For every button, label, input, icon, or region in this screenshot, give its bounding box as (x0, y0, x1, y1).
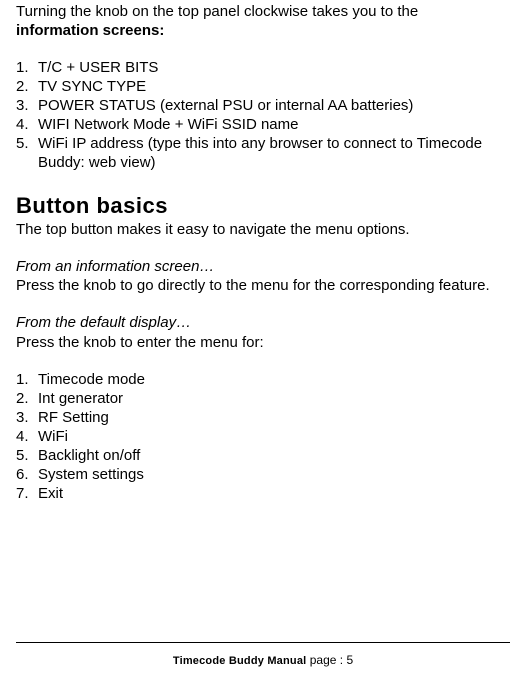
list-text: T/C + USER BITS (38, 58, 510, 77)
from-info-title: From an information screen… (16, 257, 510, 276)
list-text: WiFi IP address (type this into any brow… (38, 134, 510, 172)
list-item: 5. Backlight on/off (16, 446, 510, 465)
list-number: 5. (16, 446, 38, 465)
list-text: WIFI Network Mode + WiFi SSID name (38, 115, 510, 134)
from-default-title: From the default display… (16, 313, 510, 332)
list-number: 4. (16, 427, 38, 446)
from-default-body: Press the knob to enter the menu for: (16, 333, 510, 352)
list-item: 4. WiFi (16, 427, 510, 446)
list-number: 5. (16, 134, 38, 172)
spacer (16, 239, 510, 257)
information-screens-list: 1. T/C + USER BITS 2. TV SYNC TYPE 3. PO… (16, 58, 510, 172)
list-text: TV SYNC TYPE (38, 77, 510, 96)
section-heading: Button basics (16, 192, 510, 220)
intro-line-1: Turning the knob on the top panel clockw… (16, 2, 510, 21)
footer-rule (16, 642, 510, 643)
list-number: 4. (16, 115, 38, 134)
list-item: 4. WIFI Network Mode + WiFi SSID name (16, 115, 510, 134)
spacer (16, 295, 510, 313)
list-item: 3. RF Setting (16, 408, 510, 427)
list-item: 1. Timecode mode (16, 370, 510, 389)
list-number: 2. (16, 389, 38, 408)
list-number: 3. (16, 96, 38, 115)
list-number: 3. (16, 408, 38, 427)
footer-title: Timecode Buddy Manual (173, 655, 307, 667)
list-text: RF Setting (38, 408, 510, 427)
list-text: Timecode mode (38, 370, 510, 389)
list-number: 1. (16, 58, 38, 77)
list-item: 2. TV SYNC TYPE (16, 77, 510, 96)
list-item: 2. Int generator (16, 389, 510, 408)
list-text: WiFi (38, 427, 510, 446)
page-content: Turning the knob on the top panel clockw… (16, 2, 510, 503)
from-info-body: Press the knob to go directly to the men… (16, 276, 510, 295)
list-number: 6. (16, 465, 38, 484)
list-number: 1. (16, 370, 38, 389)
list-item: 3. POWER STATUS (external PSU or interna… (16, 96, 510, 115)
menu-items-list: 1. Timecode mode 2. Int generator 3. RF … (16, 370, 510, 503)
spacer (16, 352, 510, 370)
page-footer: Timecode Buddy Manual page : 5 (0, 653, 526, 667)
spacer (16, 40, 510, 58)
list-item: 7. Exit (16, 484, 510, 503)
list-item: 1. T/C + USER BITS (16, 58, 510, 77)
list-text: System settings (38, 465, 510, 484)
section-subheading: The top button makes it easy to navigate… (16, 220, 510, 239)
list-text: POWER STATUS (external PSU or internal A… (38, 96, 510, 115)
manual-page: Turning the knob on the top panel clockw… (0, 2, 526, 681)
list-item: 6. System settings (16, 465, 510, 484)
footer-page-label: page : 5 (306, 653, 353, 667)
list-text: Int generator (38, 389, 510, 408)
list-text: Exit (38, 484, 510, 503)
list-text: Backlight on/off (38, 446, 510, 465)
intro-line-2: information screens: (16, 21, 510, 40)
list-number: 2. (16, 77, 38, 96)
list-number: 7. (16, 484, 38, 503)
list-item: 5. WiFi IP address (type this into any b… (16, 134, 510, 172)
